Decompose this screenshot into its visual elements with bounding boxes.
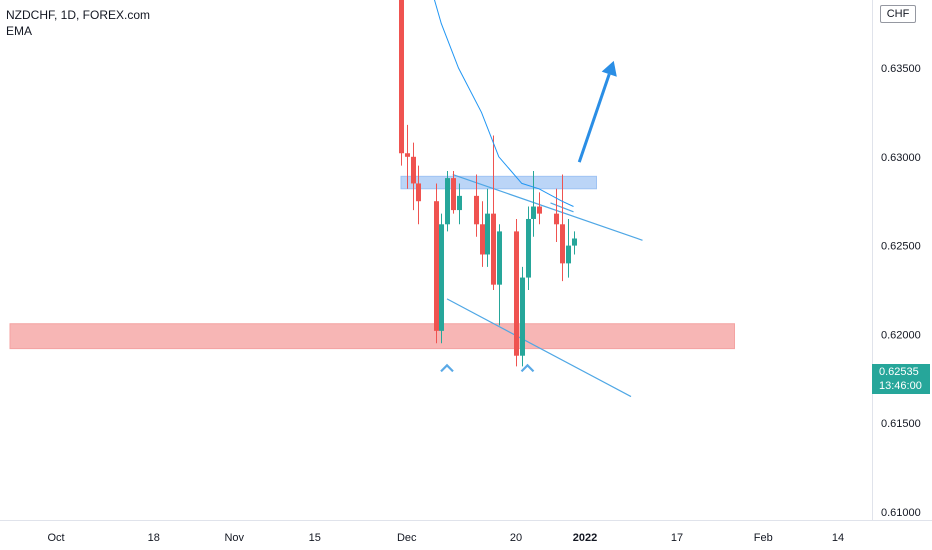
price-axis[interactable]: 0.63500 0.63000 0.62500 0.62000 0.61500 0.610… xyxy=(881,63,921,519)
double-bottom-marker xyxy=(440,363,454,373)
markers-layer xyxy=(440,60,617,373)
candle-down xyxy=(434,201,439,331)
price-tick-label: 0.61000 xyxy=(881,507,921,519)
time-tick-label: 2022 xyxy=(573,532,597,544)
candle-up xyxy=(485,213,490,255)
candle-up xyxy=(531,206,536,219)
candle-down xyxy=(537,206,542,214)
candle-up xyxy=(445,178,450,225)
price-tick-label: 0.63000 xyxy=(881,152,921,164)
ema-layer xyxy=(433,0,574,207)
channel-trend-line xyxy=(446,298,632,398)
price-tick-label: 0.62500 xyxy=(881,241,921,253)
last-price-tag: 0.62535 13:46:00 xyxy=(872,364,930,394)
candle-down xyxy=(411,156,416,184)
price-tick-label: 0.61500 xyxy=(881,418,921,430)
currency-badge[interactable]: CHF xyxy=(880,5,916,23)
time-tick-label: Feb xyxy=(754,532,773,544)
channel-trend-line xyxy=(452,173,643,241)
time-axis[interactable]: Oct 18 Nov 15 Dec 20 2022 17 Feb 14 xyxy=(47,532,844,544)
price-tick-label: 0.63500 xyxy=(881,63,921,75)
candle-down xyxy=(514,231,519,356)
double-bottom-marker xyxy=(520,363,535,373)
candle-down xyxy=(491,213,496,285)
indicator-label[interactable]: EMA xyxy=(6,24,33,38)
candle-down xyxy=(474,195,479,225)
time-tick-label: Nov xyxy=(224,532,244,544)
price-tick-label: 0.62000 xyxy=(881,329,921,341)
time-tick-label: 20 xyxy=(510,532,522,544)
time-tick-label: 17 xyxy=(671,532,683,544)
trend-arrow-shaft xyxy=(577,73,611,163)
candle-up xyxy=(526,218,531,278)
ema-line xyxy=(433,0,574,207)
candle-up xyxy=(572,238,577,246)
trend-arrow-head xyxy=(601,60,617,77)
candle-up xyxy=(457,195,462,211)
support-resistance-zone-red xyxy=(9,323,735,350)
last-price-value: 0.62535 xyxy=(879,366,919,378)
support-resistance-zone-blue xyxy=(400,175,597,190)
time-tick-label: 14 xyxy=(832,532,844,544)
candle-up xyxy=(566,245,571,264)
time-tick-label: 18 xyxy=(148,532,160,544)
time-tick-label: Oct xyxy=(47,532,64,544)
candle-up xyxy=(439,224,444,331)
candle-up xyxy=(497,231,502,285)
candle-down xyxy=(560,224,565,264)
bar-countdown: 13:46:00 xyxy=(879,380,922,392)
candle-up xyxy=(520,277,525,356)
time-tick-label: Dec xyxy=(397,532,417,544)
candle-down xyxy=(451,178,456,211)
candle-down xyxy=(416,183,421,202)
candle-down xyxy=(480,224,485,255)
time-tick-label: 15 xyxy=(309,532,321,544)
candles-layer xyxy=(399,0,577,367)
symbol-title[interactable]: NZDCHF, 1D, FOREX.com xyxy=(6,8,151,22)
candle-down xyxy=(399,0,404,154)
candle-down xyxy=(554,213,559,225)
candle-down xyxy=(405,153,410,157)
